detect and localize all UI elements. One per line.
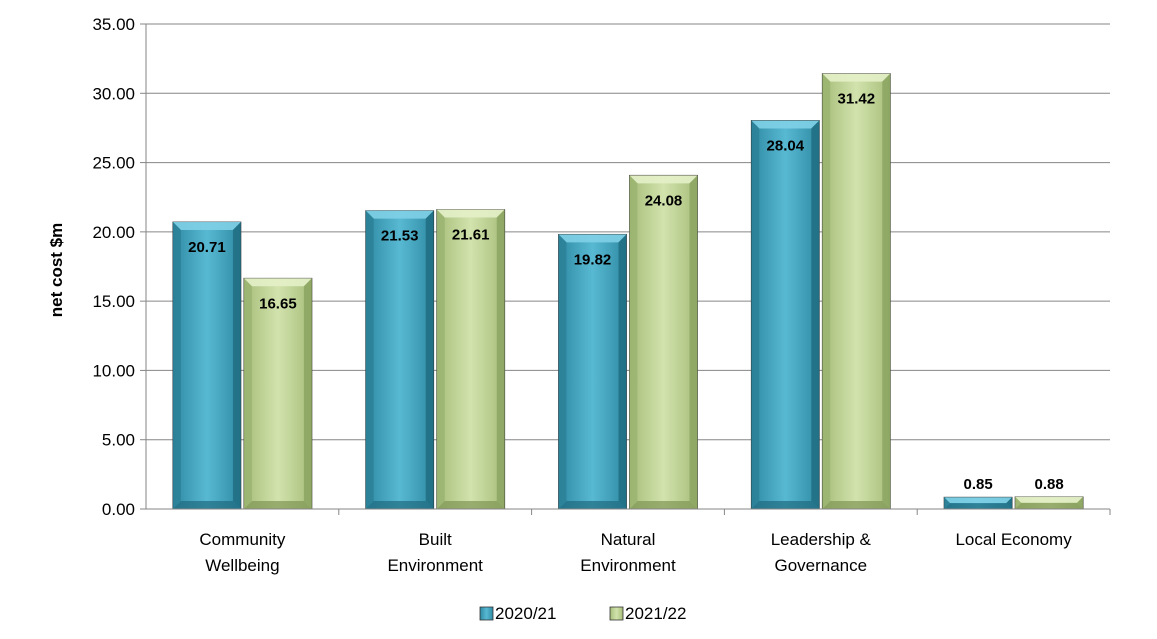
data-label: 28.04 <box>767 137 805 154</box>
x-tick-label: Environment <box>387 556 483 575</box>
bar-bevel-right <box>425 210 434 510</box>
bar-body <box>243 277 313 510</box>
bar-bevel-right <box>303 278 312 509</box>
legend-item: 2020/21 <box>479 604 556 623</box>
bar-bevel-bottom <box>944 503 1013 509</box>
bar-bevel-bottom <box>558 501 627 509</box>
bar-202021-1: 21.53 <box>365 210 435 510</box>
x-tick-label: Community <box>199 530 285 549</box>
x-axis: Community Wellbeing Built Environment Natura… <box>146 508 1111 575</box>
bar-202122-1: 21.61 <box>436 209 506 510</box>
y-tick-label: 25.00 <box>92 154 135 173</box>
bar-bevel-left <box>243 278 252 509</box>
data-label: 20.71 <box>188 239 226 256</box>
bar-body <box>558 233 627 510</box>
bar-bevel-right <box>811 120 820 510</box>
x-tick-label: Built <box>419 530 452 549</box>
data-label: 0.85 <box>963 476 992 493</box>
legend-item: 2021/22 <box>609 604 686 623</box>
legend: 2020/21 2021/22 <box>479 604 686 623</box>
bar-202122-3: 31.42 <box>821 73 891 510</box>
bar-bevel-top <box>629 175 698 184</box>
bar-202122-2: 24.08 <box>629 174 698 510</box>
y-tick-label: 0.00 <box>102 500 135 519</box>
bar-bevel-top <box>822 73 891 82</box>
data-label: 31.42 <box>838 91 876 108</box>
bar-bevel-right <box>1006 497 1013 509</box>
x-tick-label: Leadership & <box>771 530 872 549</box>
bar-body <box>436 209 506 510</box>
y-tick-label: 35.00 <box>92 15 135 34</box>
bar-body <box>629 174 698 510</box>
bar-bevel-bottom <box>243 501 312 509</box>
x-tick-label: Governance <box>774 556 867 575</box>
y-tick-label: 20.00 <box>92 223 135 242</box>
x-tick-label: Natural <box>601 530 656 549</box>
bar-body <box>365 210 435 510</box>
data-label: 24.08 <box>645 192 683 209</box>
bar-bevel-top <box>751 120 820 129</box>
bar-202122-0: 16.65 <box>243 277 313 510</box>
bar-bevel-left <box>751 120 760 510</box>
bar-bevel-left <box>822 73 831 509</box>
bar-bevel-right <box>1077 496 1084 509</box>
bar-bevel-bottom <box>436 501 505 509</box>
legend-label: 2021/22 <box>625 604 686 623</box>
y-tick-label: 5.00 <box>102 431 135 450</box>
bar-bevel-top <box>944 497 1013 504</box>
bar-202122-4: 0.88 <box>1014 476 1084 510</box>
data-label: 21.53 <box>381 228 419 245</box>
x-tick-label: Wellbeing <box>205 556 279 575</box>
data-label: 21.61 <box>452 227 490 244</box>
bar-bevel-left <box>436 209 445 509</box>
bar-202021-3: 28.04 <box>750 120 820 510</box>
legend-swatch <box>609 606 624 621</box>
legend-label: 2020/21 <box>495 604 556 623</box>
bar-bevel-bottom <box>822 501 891 509</box>
bar-body <box>172 221 242 510</box>
y-axis-title: net cost $m <box>47 223 66 317</box>
bar-bevel-left <box>365 210 374 510</box>
bar-bevel-top <box>243 278 312 287</box>
x-tick-label: Local Economy <box>955 530 1072 549</box>
bar-bevel-left <box>172 222 181 510</box>
bar-bevel-top <box>172 222 241 231</box>
bar-bevel-left <box>558 234 567 509</box>
y-axis: 0.00 5.00 10.00 15.00 20.00 25.00 30.00 35.00 <box>92 15 147 519</box>
bar-bevel-right <box>496 209 505 509</box>
bar-202021-0: 20.71 <box>172 221 242 510</box>
bar-bevel-left <box>944 497 950 509</box>
bar-bevel-right <box>618 234 627 509</box>
bar-bevel-top <box>436 209 505 218</box>
bar-202021-2: 19.82 <box>558 233 627 510</box>
bar-bevel-top <box>558 234 627 243</box>
bar-202021-4: 0.85 <box>943 476 1013 510</box>
bar-bevel-bottom <box>1015 502 1084 509</box>
bar-bevel-top <box>1015 496 1084 503</box>
x-tick-label: Environment <box>580 556 676 575</box>
bar-body <box>821 73 891 510</box>
y-tick-label: 10.00 <box>92 361 135 380</box>
y-tick-label: 30.00 <box>92 84 135 103</box>
bar-bevel-bottom <box>629 501 698 509</box>
bar-bevel-right <box>232 222 241 510</box>
bars: 20.71 16.65 21.53 21.61 19.82 24.08 28.04 31.42… <box>172 73 1084 510</box>
bar-bevel-right <box>882 73 891 509</box>
bar-bevel-bottom <box>751 501 820 509</box>
bar-bevel-bottom <box>172 501 241 509</box>
bar-bevel-bottom <box>365 501 434 509</box>
bar-bevel-left <box>629 175 638 509</box>
bar-bevel-right <box>689 175 698 509</box>
bar-bevel-top <box>365 210 434 219</box>
legend-swatch <box>479 606 494 621</box>
y-tick-label: 15.00 <box>92 292 135 311</box>
bar-bevel-left <box>1015 496 1022 509</box>
data-label: 16.65 <box>259 295 297 312</box>
data-label: 19.82 <box>574 251 612 268</box>
data-label: 0.88 <box>1034 476 1063 493</box>
bar-body <box>750 120 820 510</box>
